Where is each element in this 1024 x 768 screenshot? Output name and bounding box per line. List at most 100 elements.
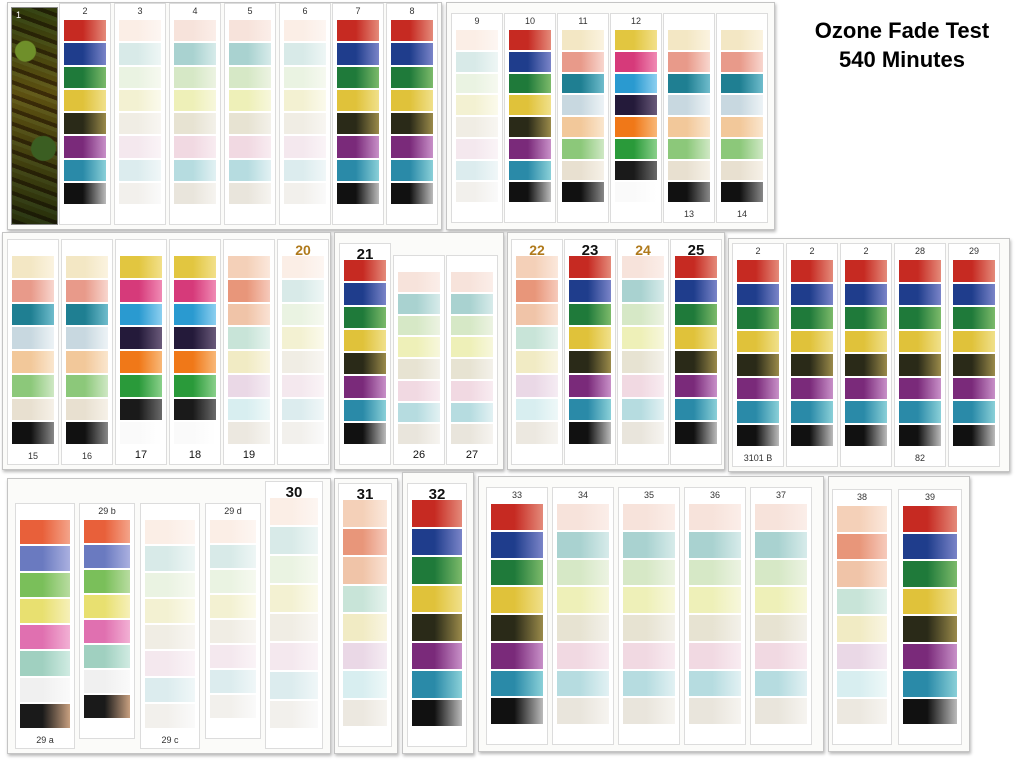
color-patch <box>491 587 543 613</box>
color-patch <box>721 117 763 137</box>
color-patch <box>491 559 543 586</box>
color-patch <box>66 279 108 302</box>
color-patch <box>557 670 609 697</box>
color-patch <box>953 354 995 376</box>
color-patch <box>84 695 130 718</box>
strip-label-29c: 29 c <box>161 735 179 745</box>
color-patch <box>12 303 54 326</box>
color-patch <box>344 306 386 328</box>
color-patch <box>845 307 887 329</box>
color-patch <box>899 330 941 352</box>
color-patch <box>66 351 108 373</box>
color-patch <box>516 327 558 349</box>
color-patch <box>270 498 318 525</box>
color-patch <box>569 398 611 421</box>
color-patch <box>903 671 957 697</box>
color-patch <box>337 136 379 158</box>
color-patch <box>451 380 493 401</box>
color-patch <box>689 670 741 697</box>
color-patch <box>953 401 995 423</box>
color-patch <box>398 337 440 357</box>
color-patch <box>391 43 433 65</box>
color-patch <box>516 303 558 326</box>
color-patch <box>282 327 324 349</box>
color-patch <box>509 51 551 72</box>
strip-6: 6 <box>280 4 330 224</box>
strip-label-13: 13 <box>683 209 694 219</box>
color-patch <box>145 651 195 676</box>
color-patch <box>84 645 130 668</box>
color-patch <box>903 533 957 559</box>
color-patch <box>120 256 162 278</box>
color-patch <box>412 699 462 726</box>
color-patch <box>145 625 195 650</box>
color-patch <box>675 398 717 421</box>
color-patch <box>899 283 941 305</box>
color-patch <box>20 546 70 571</box>
color-patch <box>228 398 270 421</box>
color-patch <box>668 73 710 94</box>
strip-label-34: 34 <box>577 490 588 500</box>
color-patch <box>516 374 558 397</box>
color-patch <box>569 351 611 373</box>
color-patch <box>210 695 256 718</box>
color-patch <box>721 138 763 159</box>
color-patch <box>668 182 710 202</box>
color-patch <box>284 159 326 181</box>
color-patch <box>569 279 611 302</box>
color-patch <box>64 20 106 42</box>
color-patch <box>12 351 54 373</box>
color-patch <box>623 587 675 613</box>
strip-27: 27 <box>447 256 497 464</box>
color-patch <box>12 374 54 397</box>
color-patch <box>615 95 657 115</box>
color-patch <box>456 30 498 50</box>
strip-29a: 29 a <box>16 504 74 748</box>
color-patch <box>755 504 807 530</box>
color-patch <box>20 572 70 597</box>
color-patch <box>903 588 957 614</box>
color-patch <box>12 327 54 349</box>
color-patch <box>622 422 664 444</box>
strip-8: 8 <box>387 4 437 224</box>
strip-label-22: 22 <box>529 242 545 258</box>
color-patch <box>12 422 54 444</box>
color-patch <box>615 117 657 137</box>
color-patch <box>270 672 318 699</box>
color-patch <box>675 279 717 302</box>
strip-1-photo-swatch: 1 <box>12 8 57 224</box>
color-patch <box>282 303 324 326</box>
strip-label-29a: 29 a <box>36 735 54 745</box>
color-patch <box>119 89 161 111</box>
strip-label-20: 20 <box>295 242 311 258</box>
color-patch <box>509 117 551 137</box>
color-patch <box>451 402 493 423</box>
color-patch <box>344 399 386 421</box>
strip-label-6: 6 <box>302 6 308 16</box>
strip-label-7: 7 <box>355 6 361 16</box>
color-patch <box>509 160 551 181</box>
color-patch <box>689 642 741 669</box>
color-patch <box>899 401 941 423</box>
strip-37: 37 <box>751 488 811 744</box>
strip-label-14: 14 <box>736 209 747 219</box>
color-patch <box>174 303 216 326</box>
strip-12: 12 <box>611 14 661 222</box>
color-patch <box>622 303 664 326</box>
color-patch <box>456 138 498 159</box>
strip-label-26: 26 <box>412 449 426 461</box>
color-patch <box>491 698 543 724</box>
color-patch <box>412 528 462 555</box>
strip-label-19: 19 <box>242 449 256 461</box>
strip-label-30: 30 <box>285 484 303 501</box>
color-patch <box>837 588 887 614</box>
color-patch <box>398 402 440 423</box>
color-patch <box>845 354 887 376</box>
strip-29: 29 <box>949 244 999 466</box>
color-patch <box>229 136 271 158</box>
color-patch <box>119 20 161 42</box>
color-patch <box>119 66 161 88</box>
color-patch <box>398 359 440 379</box>
color-patch <box>337 113 379 135</box>
color-patch <box>451 315 493 336</box>
